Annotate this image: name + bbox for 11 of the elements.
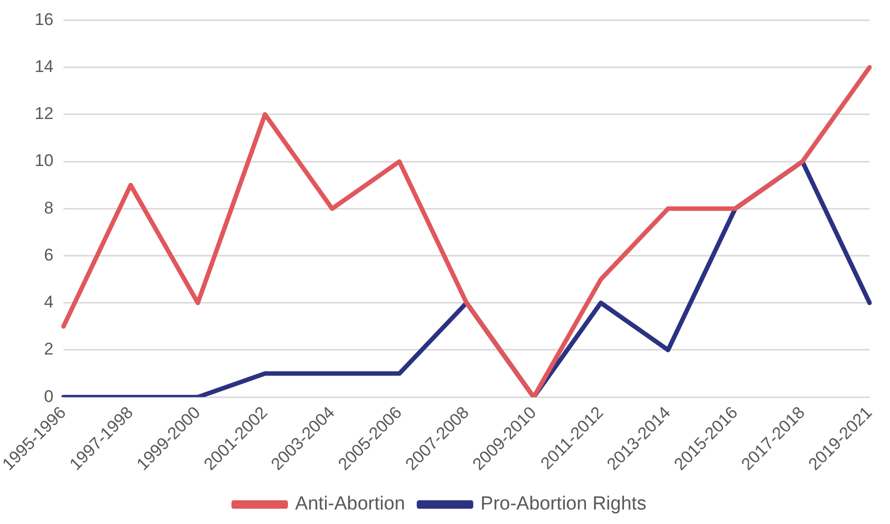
y-tick-label: 0: [44, 386, 54, 406]
y-tick-label: 12: [34, 104, 54, 124]
y-tick-label: 14: [34, 57, 54, 76]
y-tick-label: 2: [44, 340, 54, 359]
y-tick-label: 4: [44, 292, 54, 312]
y-tick-label: 6: [44, 245, 54, 264]
legend-label: Anti-Abortion: [295, 494, 406, 515]
y-tick-label: 8: [44, 198, 54, 218]
y-tick-label: 10: [34, 151, 54, 170]
y-tick-label: 16: [34, 10, 54, 29]
legend-label: Pro-Abortion Rights: [480, 494, 646, 515]
